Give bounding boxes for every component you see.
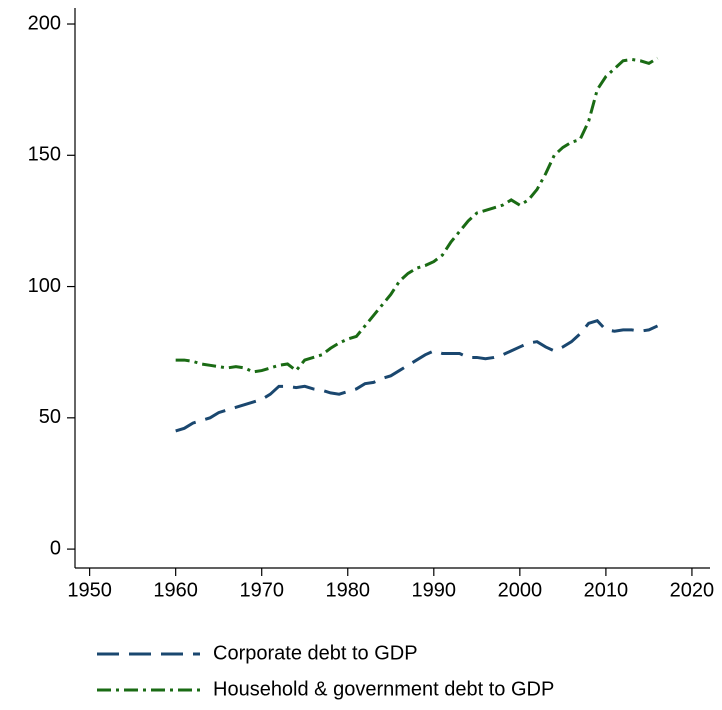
x-tick-label: 1970: [239, 579, 284, 601]
x-tick-label: 1980: [326, 579, 371, 601]
x-tick-label: 2020: [670, 579, 715, 601]
x-tick-label: 2010: [584, 579, 629, 601]
y-tick-label: 200: [28, 12, 61, 34]
x-tick-label: 1950: [67, 579, 112, 601]
x-tick-label: 1990: [412, 579, 457, 601]
x-tick-label: 2000: [498, 579, 543, 601]
legend-label: Corporate debt to GDP: [213, 642, 418, 664]
y-tick-label: 150: [28, 144, 61, 166]
x-tick-label: 1960: [153, 579, 198, 601]
data-line: [175, 56, 659, 374]
y-tick-label: 100: [28, 275, 61, 297]
y-tick-label: 0: [50, 537, 61, 559]
data-line: [175, 318, 659, 433]
y-tick-label: 50: [39, 406, 61, 428]
legend-label: Household & government debt to GDP: [213, 678, 554, 700]
